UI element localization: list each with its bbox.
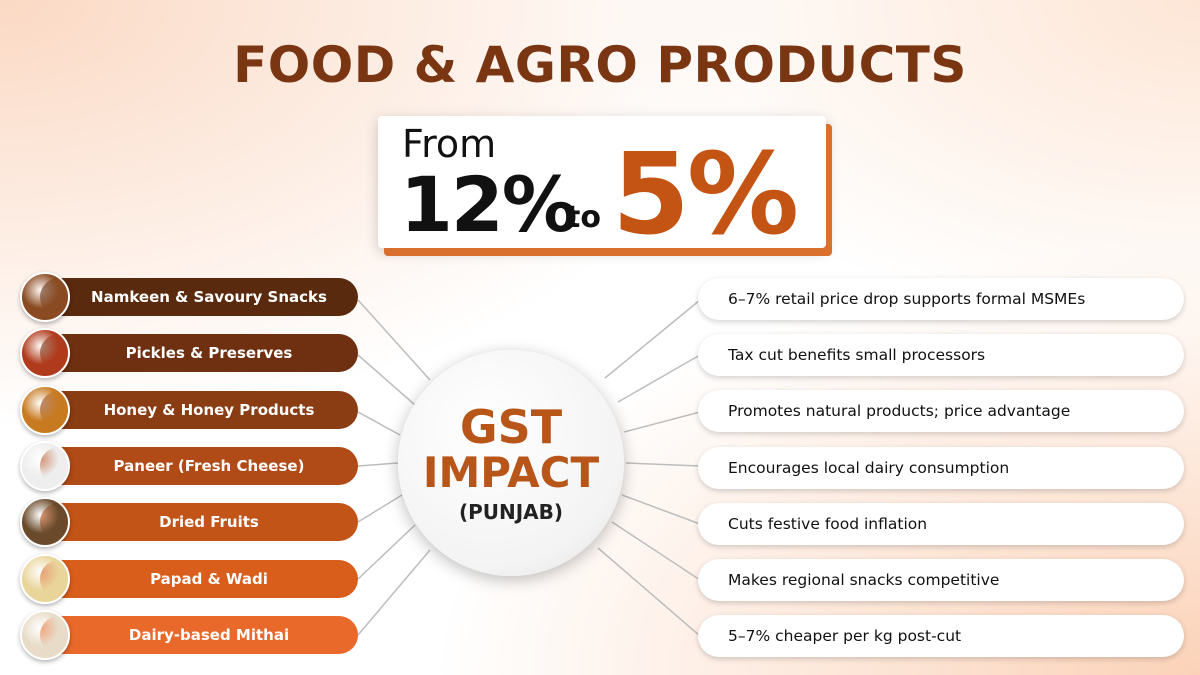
product-icon — [20, 497, 70, 548]
rate-box — [378, 116, 826, 248]
product-icon — [20, 384, 70, 435]
product-icon — [20, 609, 70, 660]
product-pill: Paneer (Fresh Cheese) — [40, 446, 358, 485]
new-rate: 5% — [612, 130, 799, 260]
product-pill: Pickles & Preserves — [40, 334, 358, 373]
impact-pill: 6–7% retail price drop supports formal M… — [698, 278, 1184, 320]
center-line: GST — [459, 400, 563, 454]
product-pill: Dried Fruits — [40, 503, 358, 542]
rate-to: to — [566, 200, 601, 235]
impact-pill: Makes regional snacks competitive — [698, 559, 1184, 601]
center-line: IMPACT — [422, 448, 600, 497]
center-circle — [398, 350, 624, 576]
product-pill: Honey & Honey Products — [40, 390, 358, 429]
product-icon — [20, 328, 70, 379]
impact-pill: Tax cut benefits small processors — [698, 334, 1184, 377]
old-rate: 12% — [400, 160, 578, 249]
product-icon — [20, 553, 70, 604]
impact-pill: 5–7% cheaper per kg post-cut — [698, 615, 1184, 658]
product-pill: Dairy-based Mithai — [40, 615, 358, 654]
impact-pill: Encourages local dairy consumption — [698, 446, 1184, 489]
title: FOOD & AGRO PRODUCTS — [233, 36, 967, 94]
product-pill: Papad & Wadi — [40, 559, 358, 598]
product-icon — [20, 272, 70, 322]
rate-from: From — [402, 122, 497, 166]
impact-pill: Promotes natural products; price advanta… — [698, 390, 1184, 433]
impact-pill: Cuts festive food inflation — [698, 502, 1184, 545]
product-pill: Namkeen & Savoury Snacks — [40, 278, 358, 316]
center-line: (PUNJAB) — [458, 500, 564, 524]
product-icon — [20, 440, 70, 491]
